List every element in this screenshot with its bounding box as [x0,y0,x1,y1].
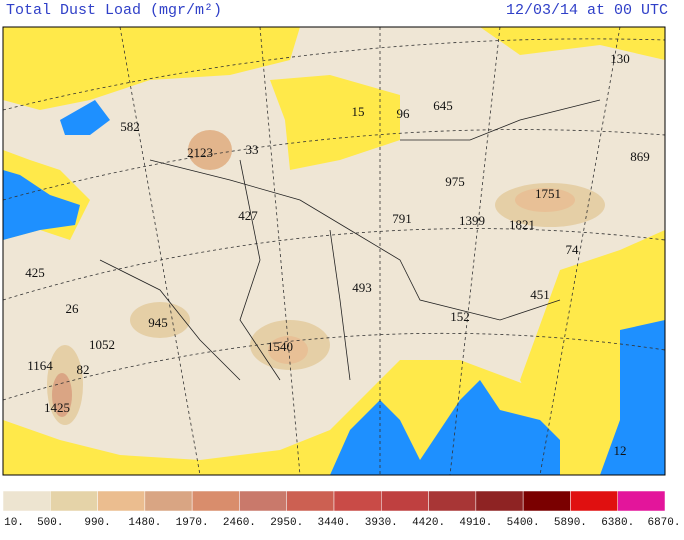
color-swatch [570,490,618,512]
dust-zone [268,336,308,364]
map-value: 15 [352,104,365,119]
sea [60,100,110,135]
colorbar-label: 990. [84,517,110,529]
title: Total Dust Load (mgr/m²) [6,2,222,19]
map-value: 12 [614,443,627,458]
map-value: 869 [630,149,650,164]
dust-zone [52,373,72,417]
color-swatch [144,490,193,512]
map [3,27,665,475]
map-value: 26 [66,301,80,316]
map-value: 582 [120,119,140,134]
colorbar-label: 1480. [128,517,161,529]
map-value: 493 [352,280,372,295]
colorbar-label: 3930. [365,517,398,529]
map-value: 82 [77,362,90,377]
color-swatch [97,490,146,512]
color-swatch [475,490,524,512]
map-frame [2,26,666,476]
map-value: 152 [450,309,470,324]
colorbar-label: 3440. [317,517,350,529]
map-value: 1164 [27,358,53,373]
grid-line [119,27,621,475]
colorbar-label: 6380. [601,517,634,529]
colorbar-label: 1970. [176,517,209,529]
map-value: 33 [246,142,259,157]
map-value: 1540 [267,339,293,354]
map-value: 1821 [509,217,535,232]
color-swatch [428,490,477,512]
colorbar-label: 5400. [507,517,540,529]
sea [3,170,80,240]
color-swatch [286,490,335,512]
map-value: 427 [238,208,258,223]
dust-zone [188,130,232,170]
map-value: 975 [445,174,465,189]
map-value: 425 [25,265,45,280]
color-swatch [522,490,571,512]
color-swatch [2,490,51,512]
colorbar-label: 6870. [647,517,680,529]
colorbar-label: 5890. [554,517,587,529]
map-value: 1052 [89,337,115,352]
map-value: 1425 [44,400,70,415]
colorbar-label: 500. [37,517,63,529]
colorbar-label: 10. [4,517,24,529]
sea [330,380,560,475]
map-value: 74 [566,242,580,257]
color-swatch [381,490,429,512]
map-value: 1399 [459,213,485,228]
map-value: 96 [397,106,411,121]
dust-zone [515,188,575,212]
dust-free [270,75,400,170]
map-value: 1751 [535,186,561,201]
map-value: 451 [530,287,550,302]
sea [600,320,665,475]
map-value: 645 [433,98,453,113]
colorbar-label: 2460. [223,517,256,529]
map-value: 791 [392,211,412,226]
color-swatch [333,490,382,512]
date: 12/03/14 at 00 UTC [506,2,668,19]
color-swatch [617,490,666,512]
map-value: 945 [148,315,168,330]
colorbar-label: 4910. [459,517,492,529]
color-swatch [239,490,287,512]
color-swatch [191,490,240,512]
colorbar-label: 2950. [270,517,303,529]
dust-free [3,27,300,110]
color-swatch [50,490,98,512]
border [99,99,601,381]
dust-zone [130,302,190,338]
map-value: 2123 [187,145,213,160]
map-value: 130 [610,51,630,66]
colorbar-label: 4420. [412,517,445,529]
